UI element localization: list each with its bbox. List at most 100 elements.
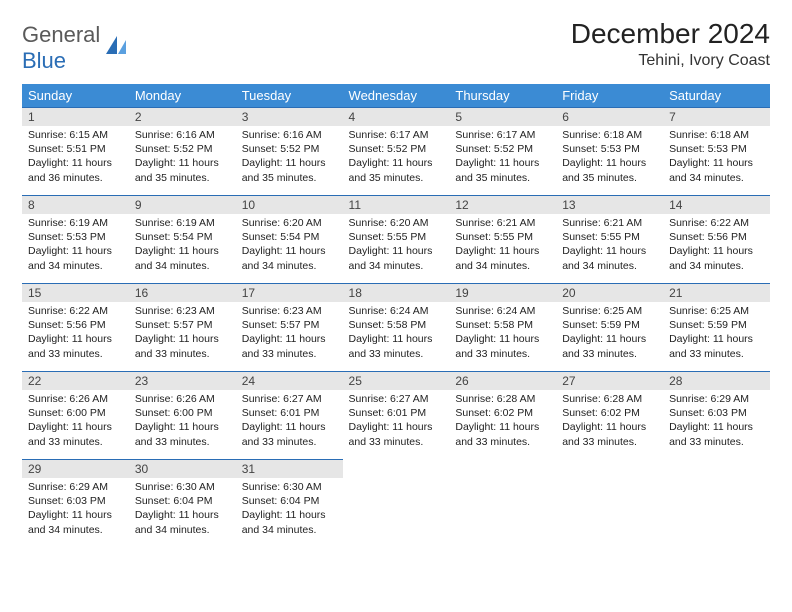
daylight-line: Daylight: 11 hours and 35 minutes. — [242, 156, 337, 184]
sunset-line: Sunset: 5:53 PM — [28, 230, 123, 244]
daylight-line: Daylight: 11 hours and 33 minutes. — [669, 332, 764, 360]
daylight-line: Daylight: 11 hours and 34 minutes. — [455, 244, 550, 272]
weekday-header: Monday — [129, 84, 236, 107]
day-body: Sunrise: 6:18 AMSunset: 5:53 PMDaylight:… — [556, 126, 663, 191]
sunrise-line: Sunrise: 6:29 AM — [669, 392, 764, 406]
day-number: 17 — [236, 283, 343, 302]
day-body: Sunrise: 6:22 AMSunset: 5:56 PMDaylight:… — [663, 214, 770, 279]
day-body: Sunrise: 6:23 AMSunset: 5:57 PMDaylight:… — [236, 302, 343, 367]
sunrise-line: Sunrise: 6:19 AM — [28, 216, 123, 230]
logo-text: General Blue — [22, 22, 100, 74]
daylight-line: Daylight: 11 hours and 36 minutes. — [28, 156, 123, 184]
sunset-line: Sunset: 5:57 PM — [135, 318, 230, 332]
day-number: 2 — [129, 107, 236, 126]
daylight-line: Daylight: 11 hours and 35 minutes. — [562, 156, 657, 184]
weekday-header: Thursday — [449, 84, 556, 107]
day-body: Sunrise: 6:24 AMSunset: 5:58 PMDaylight:… — [343, 302, 450, 367]
day-number: 6 — [556, 107, 663, 126]
day-number: 4 — [343, 107, 450, 126]
daylight-line: Daylight: 11 hours and 34 minutes. — [135, 244, 230, 272]
day-number: 24 — [236, 371, 343, 390]
day-number: 15 — [22, 283, 129, 302]
daylight-line: Daylight: 11 hours and 34 minutes. — [669, 156, 764, 184]
day-cell: 27Sunrise: 6:28 AMSunset: 6:02 PMDayligh… — [556, 371, 663, 459]
day-body: Sunrise: 6:28 AMSunset: 6:02 PMDaylight:… — [449, 390, 556, 455]
day-cell: 1Sunrise: 6:15 AMSunset: 5:51 PMDaylight… — [22, 107, 129, 195]
sunset-line: Sunset: 5:52 PM — [349, 142, 444, 156]
day-cell: 7Sunrise: 6:18 AMSunset: 5:53 PMDaylight… — [663, 107, 770, 195]
day-cell: 9Sunrise: 6:19 AMSunset: 5:54 PMDaylight… — [129, 195, 236, 283]
sunrise-line: Sunrise: 6:20 AM — [349, 216, 444, 230]
sunrise-line: Sunrise: 6:30 AM — [242, 480, 337, 494]
daylight-line: Daylight: 11 hours and 34 minutes. — [135, 508, 230, 536]
day-cell: 30Sunrise: 6:30 AMSunset: 6:04 PMDayligh… — [129, 459, 236, 547]
daylight-line: Daylight: 11 hours and 33 minutes. — [242, 332, 337, 360]
daylight-line: Daylight: 11 hours and 34 minutes. — [349, 244, 444, 272]
day-body: Sunrise: 6:16 AMSunset: 5:52 PMDaylight:… — [236, 126, 343, 191]
sunrise-line: Sunrise: 6:22 AM — [28, 304, 123, 318]
sunrise-line: Sunrise: 6:27 AM — [242, 392, 337, 406]
sunrise-line: Sunrise: 6:28 AM — [455, 392, 550, 406]
day-cell: 29Sunrise: 6:29 AMSunset: 6:03 PMDayligh… — [22, 459, 129, 547]
day-body: Sunrise: 6:23 AMSunset: 5:57 PMDaylight:… — [129, 302, 236, 367]
sunrise-line: Sunrise: 6:25 AM — [562, 304, 657, 318]
sunset-line: Sunset: 5:59 PM — [562, 318, 657, 332]
weekday-header: Saturday — [663, 84, 770, 107]
day-cell: 15Sunrise: 6:22 AMSunset: 5:56 PMDayligh… — [22, 283, 129, 371]
day-cell: 13Sunrise: 6:21 AMSunset: 5:55 PMDayligh… — [556, 195, 663, 283]
sunrise-line: Sunrise: 6:29 AM — [28, 480, 123, 494]
day-cell: 16Sunrise: 6:23 AMSunset: 5:57 PMDayligh… — [129, 283, 236, 371]
sunset-line: Sunset: 6:00 PM — [135, 406, 230, 420]
location: Tehini, Ivory Coast — [571, 52, 770, 70]
day-number: 23 — [129, 371, 236, 390]
sunrise-line: Sunrise: 6:17 AM — [455, 128, 550, 142]
sunrise-line: Sunrise: 6:25 AM — [669, 304, 764, 318]
sunrise-line: Sunrise: 6:28 AM — [562, 392, 657, 406]
sunset-line: Sunset: 6:02 PM — [562, 406, 657, 420]
daylight-line: Daylight: 11 hours and 33 minutes. — [135, 332, 230, 360]
daylight-line: Daylight: 11 hours and 33 minutes. — [28, 420, 123, 448]
daylight-line: Daylight: 11 hours and 33 minutes. — [669, 420, 764, 448]
sunset-line: Sunset: 5:59 PM — [669, 318, 764, 332]
daylight-line: Daylight: 11 hours and 34 minutes. — [242, 244, 337, 272]
day-cell: 3Sunrise: 6:16 AMSunset: 5:52 PMDaylight… — [236, 107, 343, 195]
day-body: Sunrise: 6:15 AMSunset: 5:51 PMDaylight:… — [22, 126, 129, 191]
day-cell: 24Sunrise: 6:27 AMSunset: 6:01 PMDayligh… — [236, 371, 343, 459]
logo: General Blue — [22, 18, 130, 74]
day-number: 27 — [556, 371, 663, 390]
day-number: 20 — [556, 283, 663, 302]
day-cell: 8Sunrise: 6:19 AMSunset: 5:53 PMDaylight… — [22, 195, 129, 283]
day-number: 10 — [236, 195, 343, 214]
day-cell — [556, 459, 663, 547]
sunset-line: Sunset: 6:04 PM — [135, 494, 230, 508]
day-body: Sunrise: 6:26 AMSunset: 6:00 PMDaylight:… — [129, 390, 236, 455]
day-number: 7 — [663, 107, 770, 126]
day-number: 1 — [22, 107, 129, 126]
day-body: Sunrise: 6:28 AMSunset: 6:02 PMDaylight:… — [556, 390, 663, 455]
sunrise-line: Sunrise: 6:21 AM — [455, 216, 550, 230]
daylight-line: Daylight: 11 hours and 35 minutes. — [349, 156, 444, 184]
sunrise-line: Sunrise: 6:26 AM — [28, 392, 123, 406]
sunset-line: Sunset: 6:03 PM — [669, 406, 764, 420]
day-number: 28 — [663, 371, 770, 390]
day-cell — [343, 459, 450, 547]
day-cell — [663, 459, 770, 547]
day-cell: 23Sunrise: 6:26 AMSunset: 6:00 PMDayligh… — [129, 371, 236, 459]
day-cell: 11Sunrise: 6:20 AMSunset: 5:55 PMDayligh… — [343, 195, 450, 283]
sunrise-line: Sunrise: 6:22 AM — [669, 216, 764, 230]
logo-text-blue: Blue — [22, 48, 66, 73]
sunset-line: Sunset: 5:56 PM — [28, 318, 123, 332]
day-cell: 6Sunrise: 6:18 AMSunset: 5:53 PMDaylight… — [556, 107, 663, 195]
day-cell: 5Sunrise: 6:17 AMSunset: 5:52 PMDaylight… — [449, 107, 556, 195]
sunset-line: Sunset: 5:58 PM — [349, 318, 444, 332]
sunrise-line: Sunrise: 6:23 AM — [135, 304, 230, 318]
daylight-line: Daylight: 11 hours and 33 minutes. — [562, 332, 657, 360]
day-number: 16 — [129, 283, 236, 302]
day-body: Sunrise: 6:21 AMSunset: 5:55 PMDaylight:… — [449, 214, 556, 279]
daylight-line: Daylight: 11 hours and 34 minutes. — [562, 244, 657, 272]
day-cell — [449, 459, 556, 547]
day-number: 29 — [22, 459, 129, 478]
day-number: 18 — [343, 283, 450, 302]
day-body: Sunrise: 6:20 AMSunset: 5:54 PMDaylight:… — [236, 214, 343, 279]
day-body: Sunrise: 6:17 AMSunset: 5:52 PMDaylight:… — [449, 126, 556, 191]
